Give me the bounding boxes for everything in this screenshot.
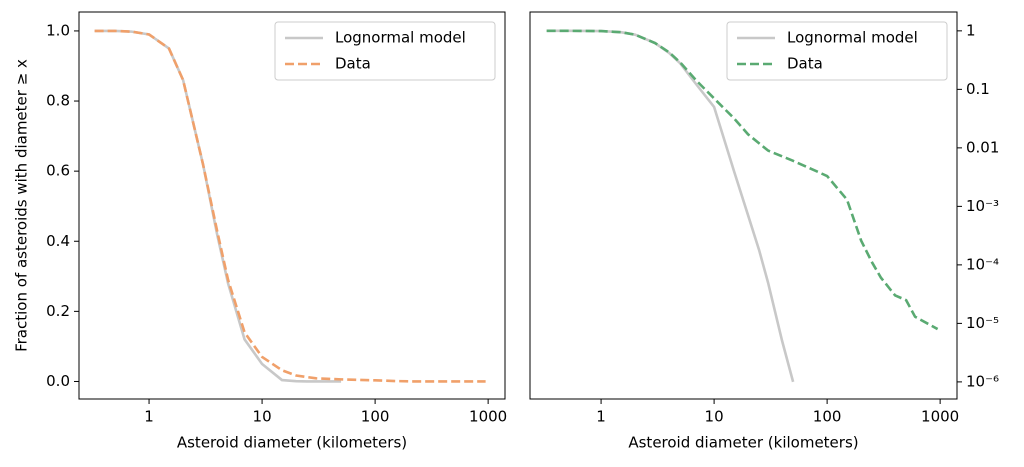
x-tick-label: 1 [144,408,154,426]
y-tick-label: 10⁻⁶ [966,372,999,390]
x-tick-label: 10 [253,408,272,426]
x-tick-label: 100 [813,408,842,426]
data-line [546,29,795,383]
y-tick-label: 10⁻⁴ [966,255,999,273]
x-tick-label: 100 [361,408,390,426]
y-tick-label: 0.8 [46,92,70,110]
y-tick-label: 10⁻⁵ [966,314,999,332]
y-tick-label: 10⁻³ [966,197,999,215]
y-tick-label: 0.0 [46,372,70,390]
y-tick-label: 0.1 [966,80,990,98]
y-tick-label: 0.4 [46,232,70,250]
y-tick-label: 1.0 [46,21,70,39]
x-tick-label: 10 [705,408,724,426]
data-line [94,29,486,383]
y-axis-label: Fraction of asteroids with diameter ≥ x [13,59,31,352]
x-tick-label: 1000 [469,408,507,426]
x-axis-label: Asteroid diameter (kilometers) [628,434,858,452]
legend-label: Data [335,55,371,73]
y-tick-label: 0.6 [46,162,70,180]
plot-frame [78,11,506,400]
data-line [546,29,939,331]
x-tick-label: 1 [596,408,606,426]
y-tick-label: 0.01 [966,138,999,156]
legend-label: Data [787,55,823,73]
data-line [94,29,342,383]
x-tick-label: 1000 [921,408,959,426]
legend-label: Lognormal model [335,29,466,47]
y-tick-label: 0.2 [46,302,70,320]
legend-box [726,21,948,81]
legend-label: Lognormal model [787,29,918,47]
plot-frame [529,11,958,400]
legend-box [274,21,496,81]
x-axis-label: Asteroid diameter (kilometers) [177,434,407,452]
y-tick-label: 1 [966,21,976,39]
